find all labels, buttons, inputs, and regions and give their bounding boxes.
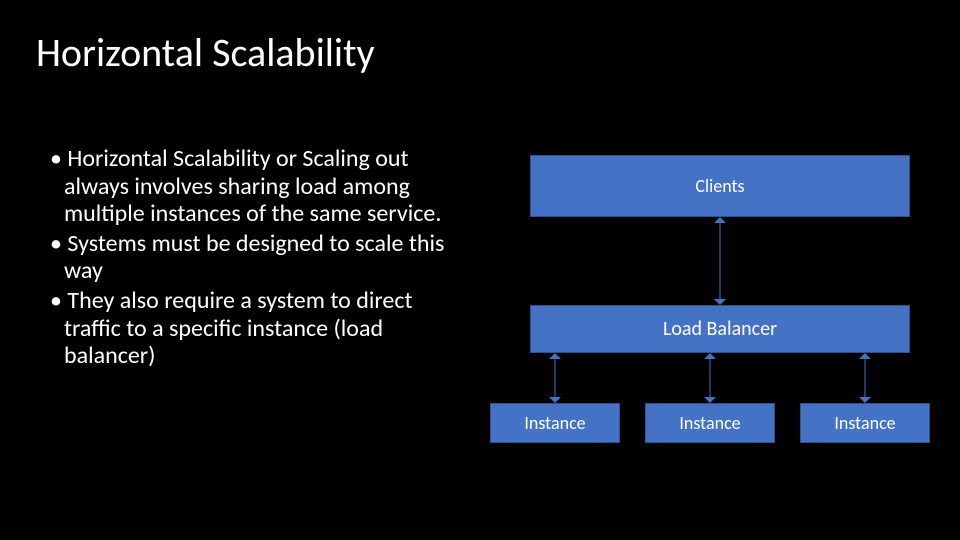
bullet-item: Systems must be designed to scale this w… <box>36 230 456 285</box>
diagram-node-inst3: Instance <box>800 403 930 443</box>
bullet-item: They also require a system to direct tra… <box>36 287 456 370</box>
bullet-item: Horizontal Scalability or Scaling out al… <box>36 145 456 228</box>
diagram-node-lb: Load Balancer <box>530 305 910 353</box>
slide-title: Horizontal Scalability <box>36 28 375 77</box>
diagram-node-inst2: Instance <box>645 403 775 443</box>
diagram-node-clients: Clients <box>530 155 910 217</box>
architecture-diagram: Clients Load Balancer Instance Instance Inst… <box>490 145 930 485</box>
bullet-list: Horizontal Scalability or Scaling out al… <box>36 145 456 372</box>
diagram-node-inst1: Instance <box>490 403 620 443</box>
